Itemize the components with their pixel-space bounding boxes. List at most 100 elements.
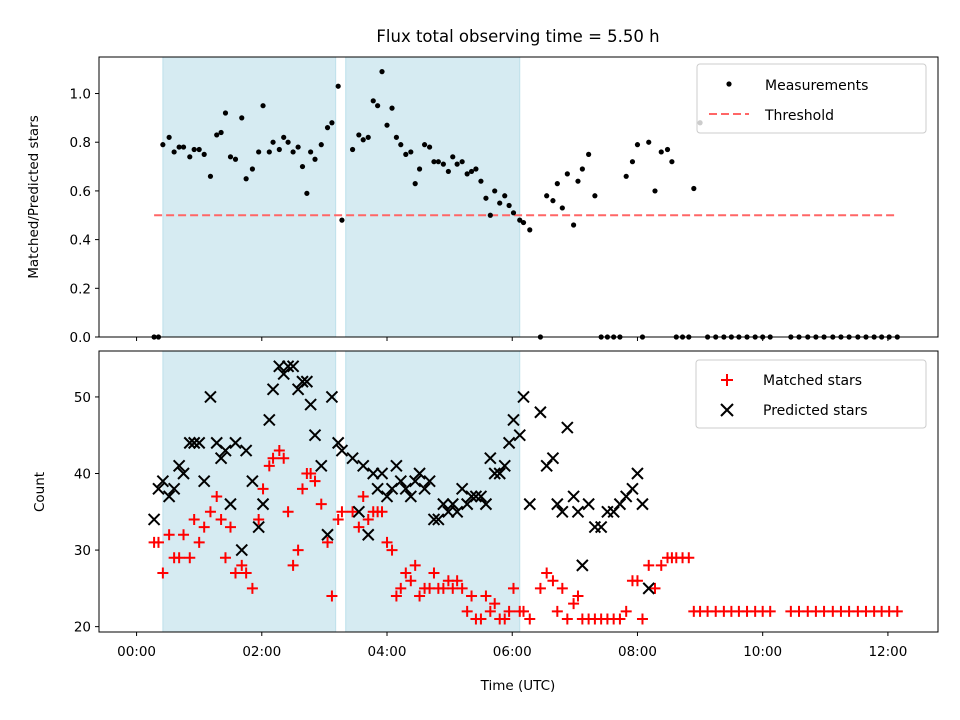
measurements-point [520, 219, 527, 226]
ratio-legend-box [696, 63, 927, 134]
predicted-stars-point [404, 490, 418, 503]
measurements-point [408, 149, 414, 155]
matched-stars-point [173, 552, 185, 564]
matched-stars-point [390, 590, 402, 602]
measurements-point [464, 171, 470, 177]
matched-stars-point [253, 513, 265, 525]
predicted-stars-point [413, 467, 426, 480]
ratio-y-tick-label: 0.2 [70, 281, 91, 297]
matched-stars-point [381, 536, 393, 548]
predicted-stars-point [187, 436, 201, 450]
predicted-stars-point [488, 467, 501, 480]
predicted-stars-point [446, 497, 459, 511]
matched-stars-point [891, 605, 903, 617]
predicted-stars-point [167, 482, 181, 496]
predicted-stars-point [197, 474, 211, 488]
predicted-stars-point [534, 406, 547, 419]
matched-stars-point [524, 613, 536, 625]
measurements-point [166, 134, 172, 140]
predicted-stars-point [204, 390, 217, 404]
predicted-stars-point [423, 474, 436, 488]
matched-stars-point [409, 559, 421, 571]
measurements-point [349, 146, 356, 153]
predicted-stars-point [523, 497, 536, 511]
ratio-panel: 0.0 0.2 0.4 0.6 0.8 1.0 Matched/Predicted sta… [26, 56, 939, 346]
ratio-y-tick-label: 0.8 [70, 135, 91, 151]
predicted-stars-point [152, 482, 165, 496]
matched-stars-point [556, 582, 568, 594]
x-axis-label: Time (UTC) [480, 678, 556, 694]
legend-predicted-label: Predicted stars [763, 403, 868, 419]
measurements-point [544, 193, 550, 199]
measurements-point [365, 134, 371, 140]
ratio-shaded-intervals [162, 56, 521, 338]
measurements-point [435, 159, 441, 165]
ratio-y-label: Matched/Predicted stars [26, 115, 42, 278]
predicted-stars-point [296, 375, 309, 388]
matched-stars-point [282, 506, 294, 518]
measurements-point [171, 149, 177, 155]
matched-stars-point [643, 559, 655, 571]
legend-matched-label: Matched stars [763, 373, 862, 389]
predicted-stars-point [346, 451, 359, 465]
count-y-tick-label: 50 [74, 390, 91, 406]
predicted-stars-point [156, 474, 170, 488]
predicted-stars-point [286, 360, 300, 373]
measurements-point [550, 198, 556, 204]
measurements-point [454, 161, 460, 167]
measurements-point [440, 161, 446, 167]
predicted-stars-point [427, 513, 441, 526]
matched-stars-point [246, 582, 258, 594]
measurements-point [487, 212, 493, 218]
measurements-point [478, 178, 484, 184]
x-tick-label: 08:00 [618, 644, 657, 660]
matched-stars-point [152, 536, 164, 548]
predicted-stars-point [192, 436, 206, 450]
matched-stars-point [240, 567, 252, 579]
predicted-stars-point [239, 444, 253, 457]
predicted-stars-point [172, 459, 186, 473]
ratio-shaded-interval-2 [345, 56, 521, 338]
predicted-stars-point [394, 474, 407, 488]
matched-stars-point [224, 521, 236, 533]
predicted-stars-point [450, 505, 464, 518]
matched-stars-point [267, 452, 279, 464]
predicted-stars-point [631, 467, 644, 480]
x-tick-label: 10:00 [743, 644, 782, 660]
count-y-tick-label: 20 [74, 620, 91, 636]
measurements-point [266, 149, 272, 155]
predicted-stars-point [546, 451, 560, 465]
matched-stars-point [236, 559, 248, 571]
matched-stars-point [386, 544, 398, 556]
predicted-stars-point [642, 582, 655, 595]
predicted-stars-point [561, 421, 574, 434]
predicted-stars-point [502, 436, 516, 450]
predicted-stars-point [571, 505, 585, 518]
matched-stars-point [178, 529, 190, 541]
predicted-stars-point [588, 520, 602, 534]
matched-stars-point [480, 590, 492, 602]
measurements-point [243, 176, 249, 182]
measurements-point [295, 144, 301, 150]
measurements-point [256, 149, 262, 155]
predicted-stars-point [601, 505, 614, 518]
matched-stars-point [437, 582, 449, 594]
predicted-stars-point [219, 444, 232, 457]
matched-stars-point [451, 575, 463, 587]
matched-stars-point [503, 605, 515, 617]
matched-stars-point [357, 490, 369, 502]
predicted-stars-point [517, 390, 530, 404]
measurements-point [468, 168, 475, 175]
x-tick-label: 02:00 [242, 644, 281, 660]
matched-stars-point [211, 490, 223, 502]
measurements-point [629, 159, 636, 165]
measurements-point [308, 149, 314, 155]
matched-stars-point [305, 468, 317, 480]
predicted-stars-point [390, 459, 403, 473]
count-legend-box [695, 359, 927, 429]
predicted-stars-point [277, 367, 290, 381]
predicted-stars-point [371, 482, 384, 496]
predicted-stars-point [235, 543, 248, 557]
predicted-stars-point [582, 497, 595, 511]
matched-stars-point [620, 605, 632, 617]
